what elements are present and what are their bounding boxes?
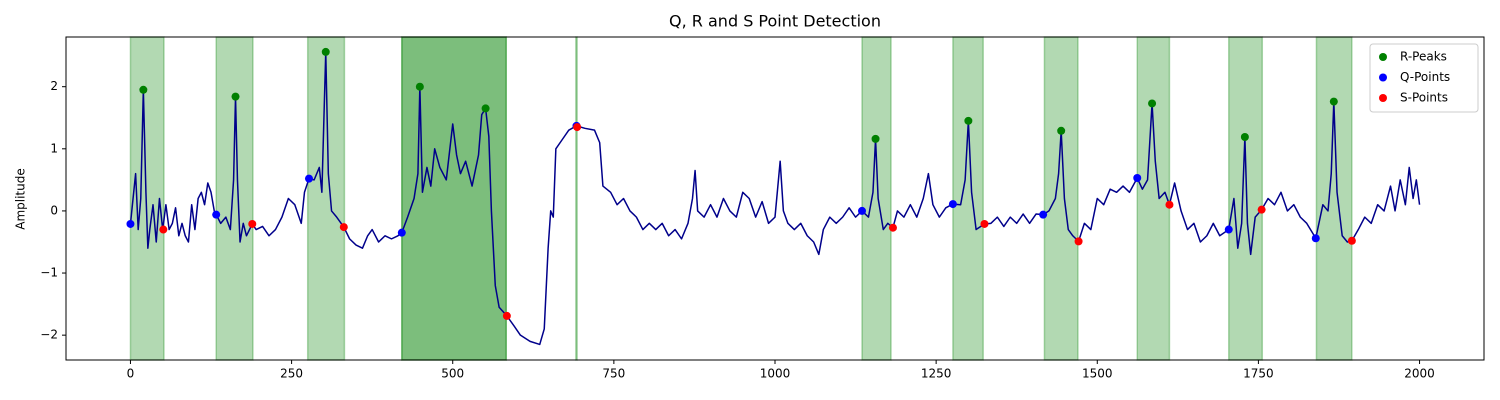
point	[871, 134, 880, 143]
y-tick-label: −1	[40, 266, 58, 280]
point	[212, 210, 221, 219]
y-tick-label: 1	[50, 141, 58, 155]
shaded-region	[575, 36, 578, 361]
point	[304, 174, 313, 183]
point	[1074, 237, 1083, 246]
x-tick-label: 1250	[921, 367, 952, 381]
point	[1347, 236, 1356, 245]
x-tick-label: 1000	[760, 367, 791, 381]
point	[1148, 99, 1157, 108]
shaded-region	[1315, 36, 1353, 361]
point	[1224, 225, 1233, 234]
point	[1165, 200, 1174, 209]
y-tick-label: −2	[40, 328, 58, 342]
x-tick-label: 1500	[1082, 367, 1113, 381]
point	[1329, 97, 1338, 106]
point	[126, 219, 135, 228]
signal-line	[129, 51, 1421, 346]
point	[1039, 210, 1048, 219]
point	[948, 200, 957, 209]
point	[1257, 205, 1266, 214]
x-tick-label: 2000	[1404, 367, 1435, 381]
point	[339, 223, 348, 232]
point	[888, 223, 897, 232]
point	[397, 228, 406, 237]
point	[321, 47, 330, 56]
point	[1057, 126, 1066, 135]
y-tick-label: 0	[50, 203, 58, 217]
point	[415, 82, 424, 91]
y-axis-label: Amplitude	[14, 168, 28, 230]
legend-label: R-Peaks	[1400, 50, 1447, 64]
x-tick-label: 1750	[1243, 367, 1274, 381]
plot-area	[126, 36, 1421, 361]
x-tick-label: 500	[441, 367, 464, 381]
point	[248, 219, 257, 228]
legend-marker	[1379, 73, 1387, 82]
chart-title: Q, R and S Point Detection	[669, 12, 881, 31]
shaded-region	[215, 36, 254, 361]
shaded-region	[1043, 36, 1079, 361]
point	[1133, 174, 1142, 183]
point	[502, 311, 511, 320]
shaded-region	[861, 36, 892, 361]
point	[481, 104, 490, 113]
x-tick-label: 0	[127, 367, 135, 381]
axes-frame	[65, 36, 1485, 361]
point	[159, 225, 168, 234]
legend: R-Peaks Q-Points S-Points	[1369, 43, 1479, 113]
legend-box	[1369, 43, 1479, 113]
x-tick-label: 750	[602, 367, 625, 381]
point	[139, 85, 148, 94]
x-tick-label: 250	[280, 367, 303, 381]
point	[1311, 234, 1320, 243]
point	[858, 206, 867, 215]
point	[964, 116, 973, 125]
legend-label: Q-Points	[1400, 70, 1450, 84]
legend-marker	[1379, 94, 1387, 102]
shaded-region	[952, 36, 984, 361]
point	[980, 219, 989, 228]
shaded-region	[1136, 36, 1171, 361]
legend-marker	[1379, 53, 1387, 61]
y-tick-label: 2	[50, 79, 58, 93]
point	[573, 123, 582, 132]
point	[1240, 133, 1249, 142]
point	[231, 92, 240, 101]
legend-label: S-Points	[1400, 91, 1448, 105]
